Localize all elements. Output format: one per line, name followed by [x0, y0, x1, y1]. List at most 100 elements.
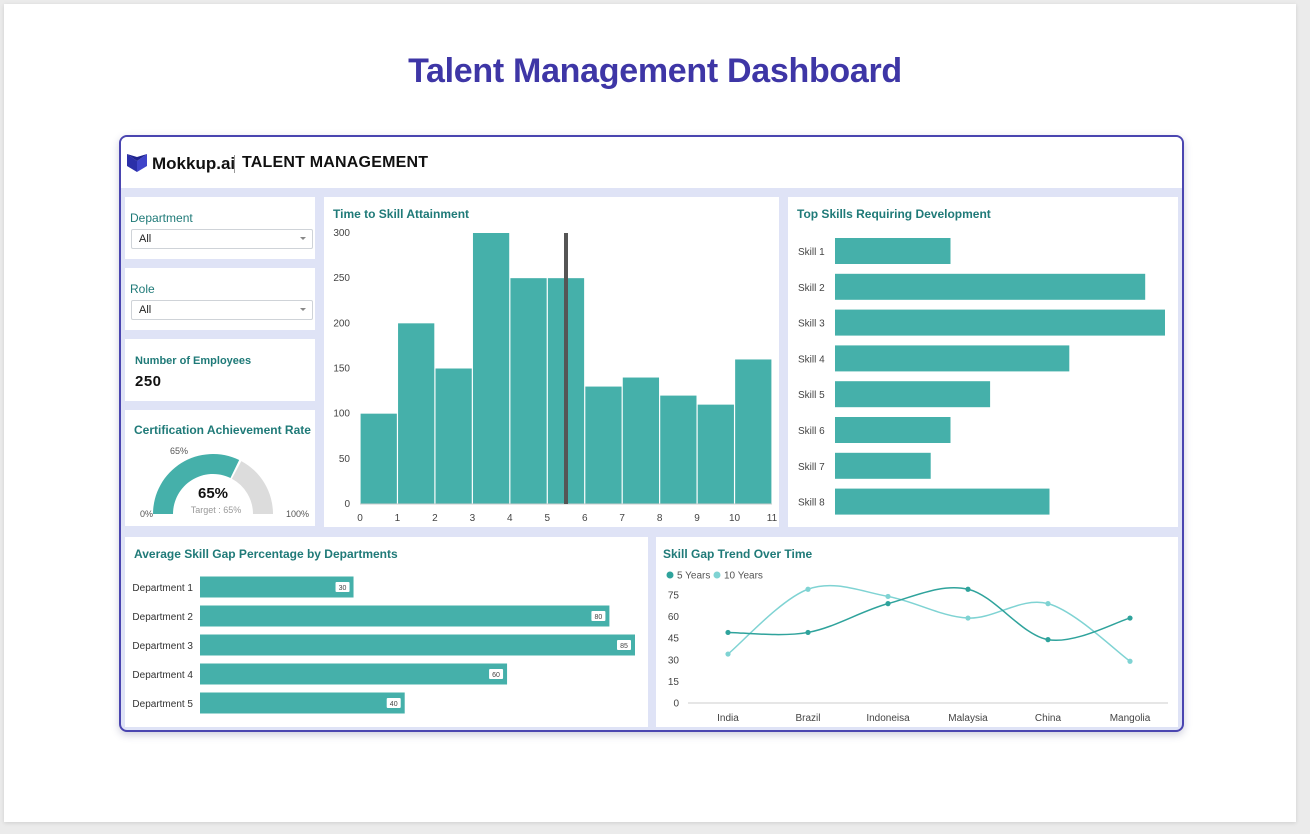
histogram-bar — [622, 377, 660, 504]
y-tick-label: 30 — [668, 655, 680, 666]
y-tick-label: 50 — [339, 454, 351, 465]
chevron-down-icon — [300, 237, 306, 240]
y-tick-label: 200 — [333, 318, 350, 329]
gauge-marker-label: 65% — [170, 446, 188, 456]
series-point — [965, 615, 971, 621]
gauge-target-label: Target : 65% — [191, 505, 242, 515]
department-bar — [200, 634, 635, 656]
skill-label: Skill 8 — [798, 498, 825, 509]
department-bar — [200, 576, 354, 598]
app-title: TALENT MANAGEMENT — [242, 154, 429, 171]
skill-bar — [835, 488, 1050, 515]
employees-kpi-card: Number of Employees 250 — [125, 339, 315, 401]
value-label-bg — [386, 698, 401, 708]
y-tick-label: 0 — [673, 699, 679, 710]
series-point — [965, 586, 971, 592]
top-skills-title: Top Skills Requiring Development — [797, 207, 991, 221]
dept-gap-title: Average Skill Gap Percentage by Departme… — [134, 547, 398, 561]
series-point — [885, 593, 891, 600]
legend-label: 5 Years — [677, 571, 710, 582]
y-tick-label: 250 — [333, 273, 350, 284]
skill-bar — [835, 381, 991, 408]
y-tick-label: 150 — [333, 364, 350, 375]
department-value-label: 30 — [339, 585, 347, 592]
role-select[interactable]: All — [131, 300, 313, 320]
y-tick-label: 0 — [344, 499, 350, 510]
skill-label: Skill 7 — [798, 462, 825, 473]
x-tick-label: 11 — [767, 513, 778, 524]
skill-bar — [835, 309, 1165, 336]
chevron-down-icon — [300, 308, 306, 311]
series-point — [725, 629, 731, 636]
value-label-bg — [591, 611, 606, 621]
value-label-bg — [617, 640, 631, 650]
department-filter-card: Department All — [125, 197, 315, 259]
y-tick-label: 45 — [668, 634, 680, 645]
histogram-bar — [360, 413, 397, 504]
department-value-label: 80 — [595, 614, 603, 621]
department-select[interactable]: All — [131, 229, 313, 249]
gauge-min-label: 0% — [140, 509, 153, 519]
role-select-value: All — [139, 304, 152, 316]
x-tick-label: 2 — [432, 513, 438, 524]
series-line — [727, 584, 1131, 662]
skill-bar — [835, 273, 1146, 300]
series-point — [725, 651, 731, 657]
legend-marker — [713, 571, 721, 579]
histogram-bar — [697, 404, 734, 504]
value-label-bg — [489, 669, 504, 679]
skill-label: Skill 5 — [798, 390, 825, 401]
series-point — [1127, 615, 1133, 621]
skill-time-title: Time to Skill Attainment — [333, 207, 470, 221]
histogram-bar — [660, 395, 697, 504]
top-skills-chart: Skill 1 Skill 2 Skill 3 Skill 4 Skill 5 Skill… — [798, 238, 1165, 515]
x-tick-label: China — [1035, 713, 1062, 724]
skill-bar — [835, 452, 931, 479]
employees-label: Number of Employees — [135, 355, 252, 367]
x-tick-label: 4 — [507, 513, 513, 524]
x-tick-label: 6 — [582, 513, 588, 524]
role-label: Role — [130, 282, 155, 296]
series-point — [805, 629, 811, 636]
skill-label: Skill 3 — [798, 319, 825, 330]
series-point — [1045, 601, 1051, 607]
histogram-bar — [398, 323, 435, 504]
header-bar: Mokkup.ai TALENT MANAGEMENT — [121, 137, 1182, 188]
department-bar — [200, 692, 405, 714]
y-tick-label: 75 — [668, 591, 680, 602]
skill-label: Skill 2 — [798, 283, 825, 294]
department-bar — [200, 605, 610, 627]
certification-gauge-card: Certification Achievement Rate 65% Targe… — [125, 410, 315, 526]
dept-gap-chart: Department 1 30 Department 2 80 Department 3… — [132, 576, 635, 714]
skill-label: Skill 4 — [798, 354, 825, 365]
mokkup-logo-icon — [127, 154, 147, 172]
department-label: Department 4 — [132, 670, 193, 681]
department-label: Department 1 — [132, 583, 193, 594]
y-tick-label: 60 — [668, 612, 680, 623]
x-tick-label: Malaysia — [948, 713, 988, 724]
gauge-title: Certification Achievement Rate — [134, 423, 311, 437]
employees-value: 250 — [135, 373, 162, 390]
gauge-svg: 65% Target : 65% 65% 0% 100% — [140, 446, 309, 519]
reference-line — [564, 233, 568, 504]
department-label: Department 5 — [132, 699, 193, 710]
skill-label: Skill 1 — [798, 247, 825, 258]
gauge-fill — [153, 454, 240, 514]
x-tick-label: 0 — [357, 513, 363, 524]
skill-bar — [835, 238, 951, 264]
histogram-bar — [510, 278, 547, 504]
x-tick-label: 1 — [395, 513, 401, 524]
department-value-label: 60 — [492, 672, 500, 679]
gauge-value-label: 65% — [198, 485, 228, 502]
gauge-max-label: 100% — [286, 509, 309, 519]
dashboard-frame: Mokkup.ai TALENT MANAGEMENT Department A… — [119, 135, 1184, 732]
value-label-bg — [335, 582, 350, 592]
series-point — [1127, 658, 1133, 664]
x-tick-label: 7 — [619, 513, 625, 524]
x-tick-label: India — [717, 713, 739, 724]
gap-trend-title: Skill Gap Trend Over Time — [663, 547, 813, 561]
department-bar — [200, 663, 508, 685]
x-tick-label: 10 — [729, 513, 741, 524]
y-tick-label: 100 — [333, 409, 350, 420]
histogram-bar — [735, 359, 772, 504]
